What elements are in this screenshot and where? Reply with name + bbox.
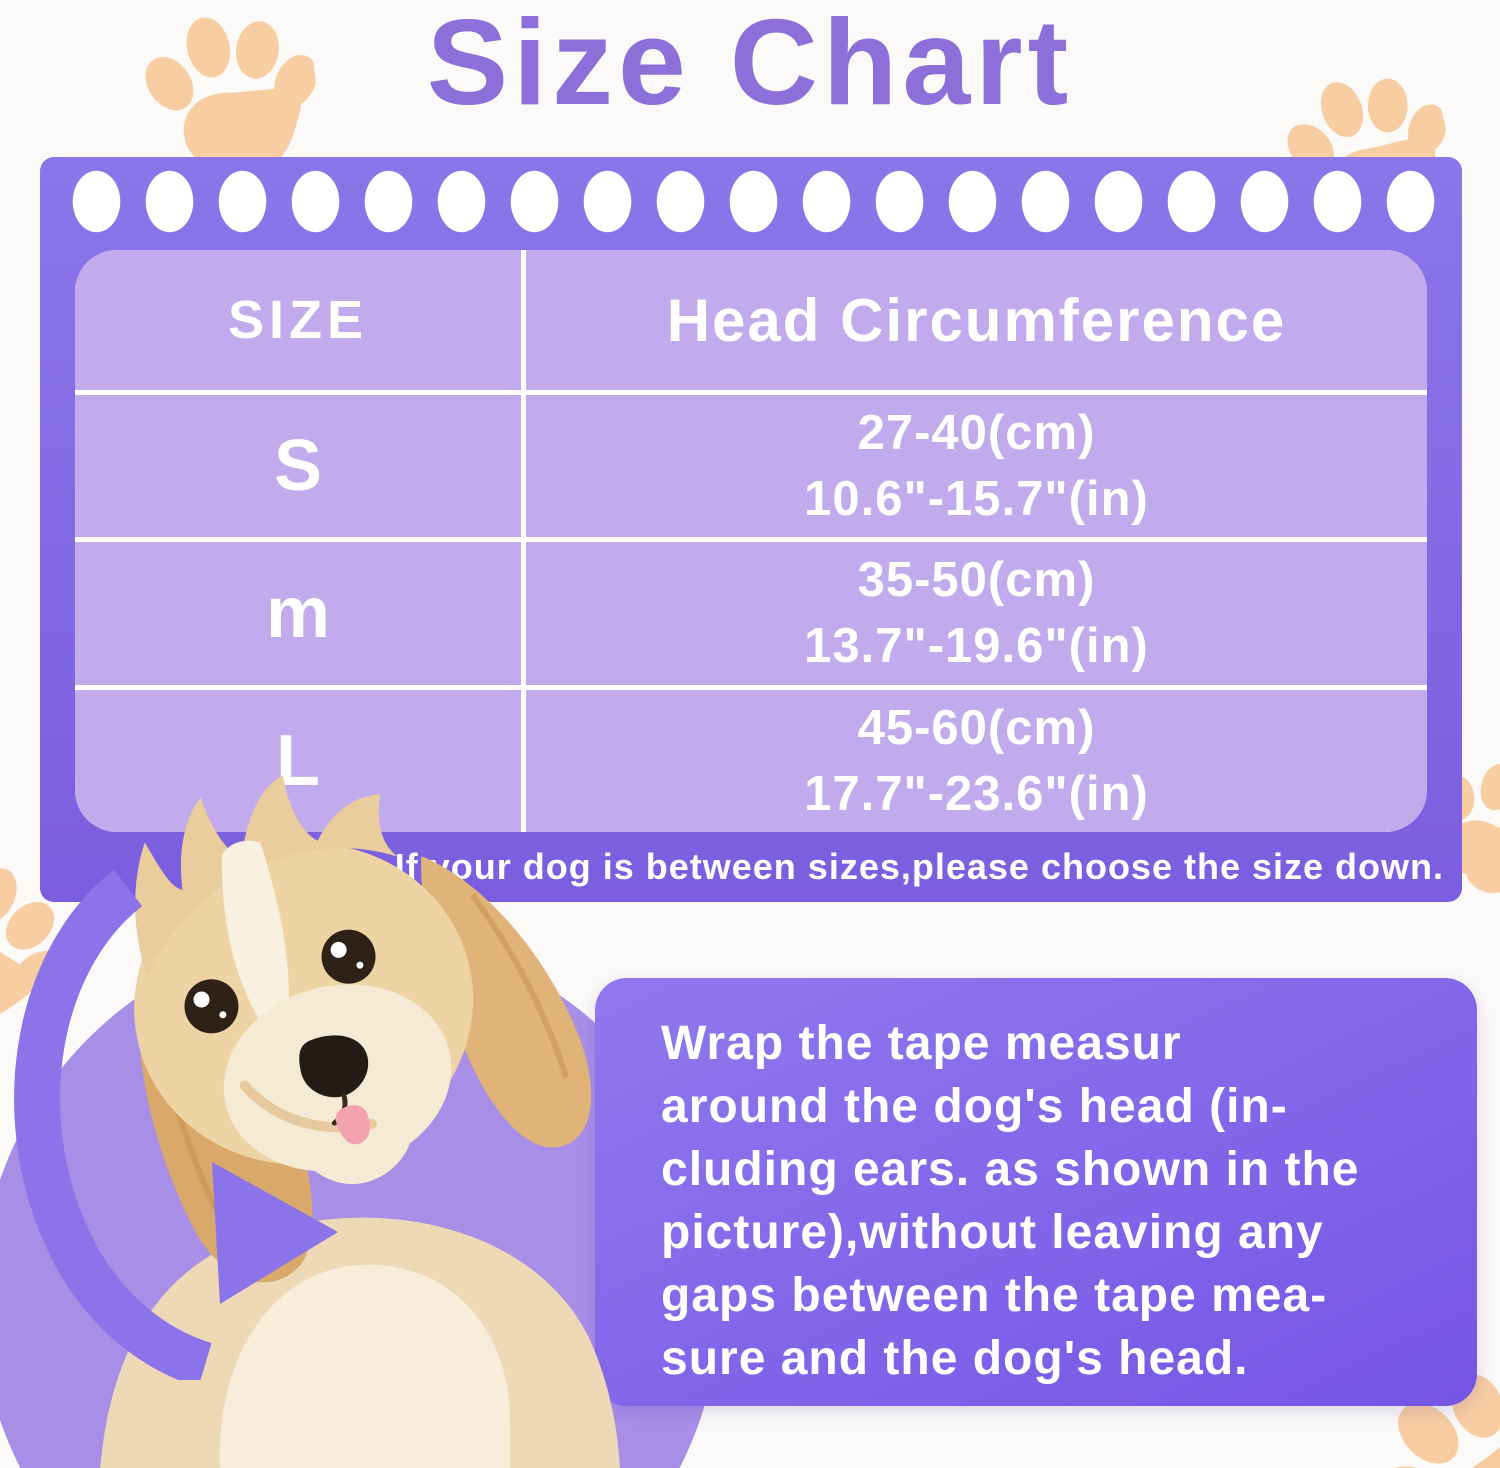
page-title: Size Chart bbox=[426, 0, 1074, 130]
value-cm: 45-60(cm) bbox=[857, 700, 1096, 755]
value-cm: 35-50(cm) bbox=[857, 553, 1096, 608]
measure-wrap-arrow-icon bbox=[14, 869, 338, 1380]
puppy-photo bbox=[100, 775, 620, 1468]
table-note: If your dog is between sizes,please choo… bbox=[394, 846, 1444, 887]
instruction-card: Wrap the tape measur around the dog's he… bbox=[595, 978, 1477, 1406]
size-chart-panel: SIZE Head Circumference S 27-40(cm) 10.6… bbox=[40, 157, 1462, 902]
table-row-s-values: 27-40(cm) 10.6"-15.7"(in) bbox=[526, 395, 1427, 538]
value-inches: 17.7"-23.6"(in) bbox=[804, 766, 1149, 821]
value-inches: 10.6"-15.7"(in) bbox=[804, 472, 1149, 527]
table-row-l-values: 45-60(cm) 17.7"-23.6"(in) bbox=[526, 689, 1427, 832]
value-cm: 27-40(cm) bbox=[857, 406, 1096, 461]
value-inches: 13.7"-19.6"(in) bbox=[804, 619, 1149, 674]
table-row-m-size: m bbox=[75, 542, 521, 685]
size-table: SIZE Head Circumference S 27-40(cm) 10.6… bbox=[75, 250, 1427, 832]
instruction-text: Wrap the tape measur around the dog's he… bbox=[661, 1017, 1360, 1385]
table-row-l-size: L bbox=[75, 689, 521, 832]
column-header-head-circumference: Head Circumference bbox=[526, 250, 1427, 390]
table-row-s-size: S bbox=[75, 395, 521, 538]
table-row-m-values: 35-50(cm) 13.7"-19.6"(in) bbox=[526, 542, 1427, 685]
perforation-dots bbox=[60, 170, 1442, 233]
column-header-size: SIZE bbox=[75, 250, 521, 390]
